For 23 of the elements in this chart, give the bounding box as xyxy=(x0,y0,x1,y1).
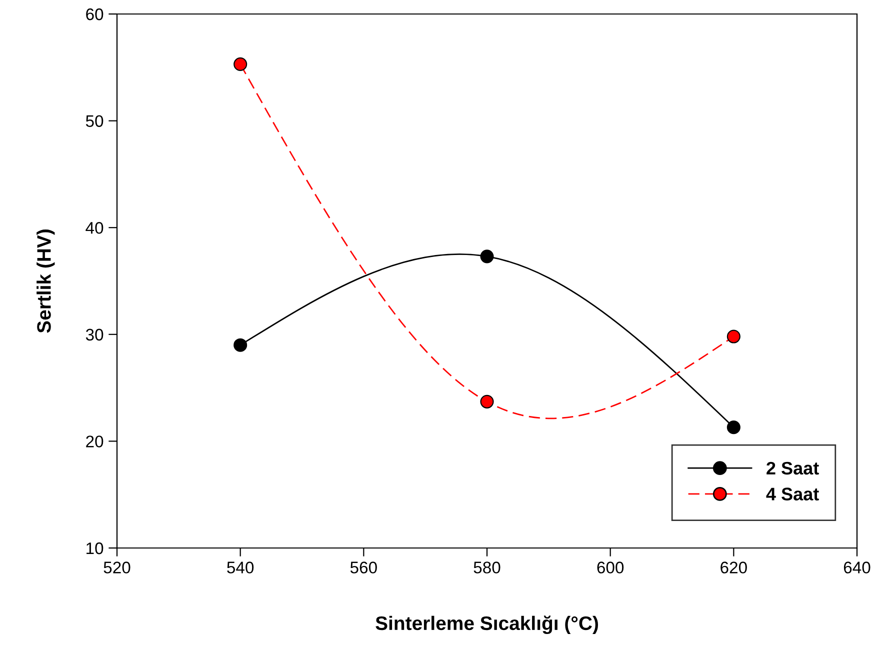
x-tick-label: 600 xyxy=(597,562,624,574)
y-tick-label: 20 xyxy=(86,436,104,448)
y-tick-label: 50 xyxy=(86,115,104,128)
x-tick-label: 560 xyxy=(350,562,377,574)
point xyxy=(480,394,494,408)
x-tick-label: 580 xyxy=(474,562,500,574)
legend-label: 2 Saat xyxy=(766,462,819,475)
y-axis-title: Sertlik (HV) xyxy=(36,230,55,333)
x-tick-label: 540 xyxy=(227,562,254,574)
point xyxy=(480,250,494,264)
x-tick-label: 520 xyxy=(104,562,130,574)
x-tick-label: 620 xyxy=(720,562,747,574)
y-tick-label: 40 xyxy=(86,222,104,234)
y-tick-label: 60 xyxy=(86,8,104,20)
point xyxy=(234,338,248,352)
y-tick-label: 10 xyxy=(86,542,104,554)
x-tick-label: 640 xyxy=(844,562,870,574)
point xyxy=(726,330,740,344)
legend-label: 4 Saat xyxy=(766,488,819,500)
point xyxy=(234,57,248,71)
x-axis-title: Sinterleme Sıcaklığı (°C) xyxy=(376,616,598,634)
y-tick-label: 30 xyxy=(86,328,104,341)
point xyxy=(726,420,740,434)
